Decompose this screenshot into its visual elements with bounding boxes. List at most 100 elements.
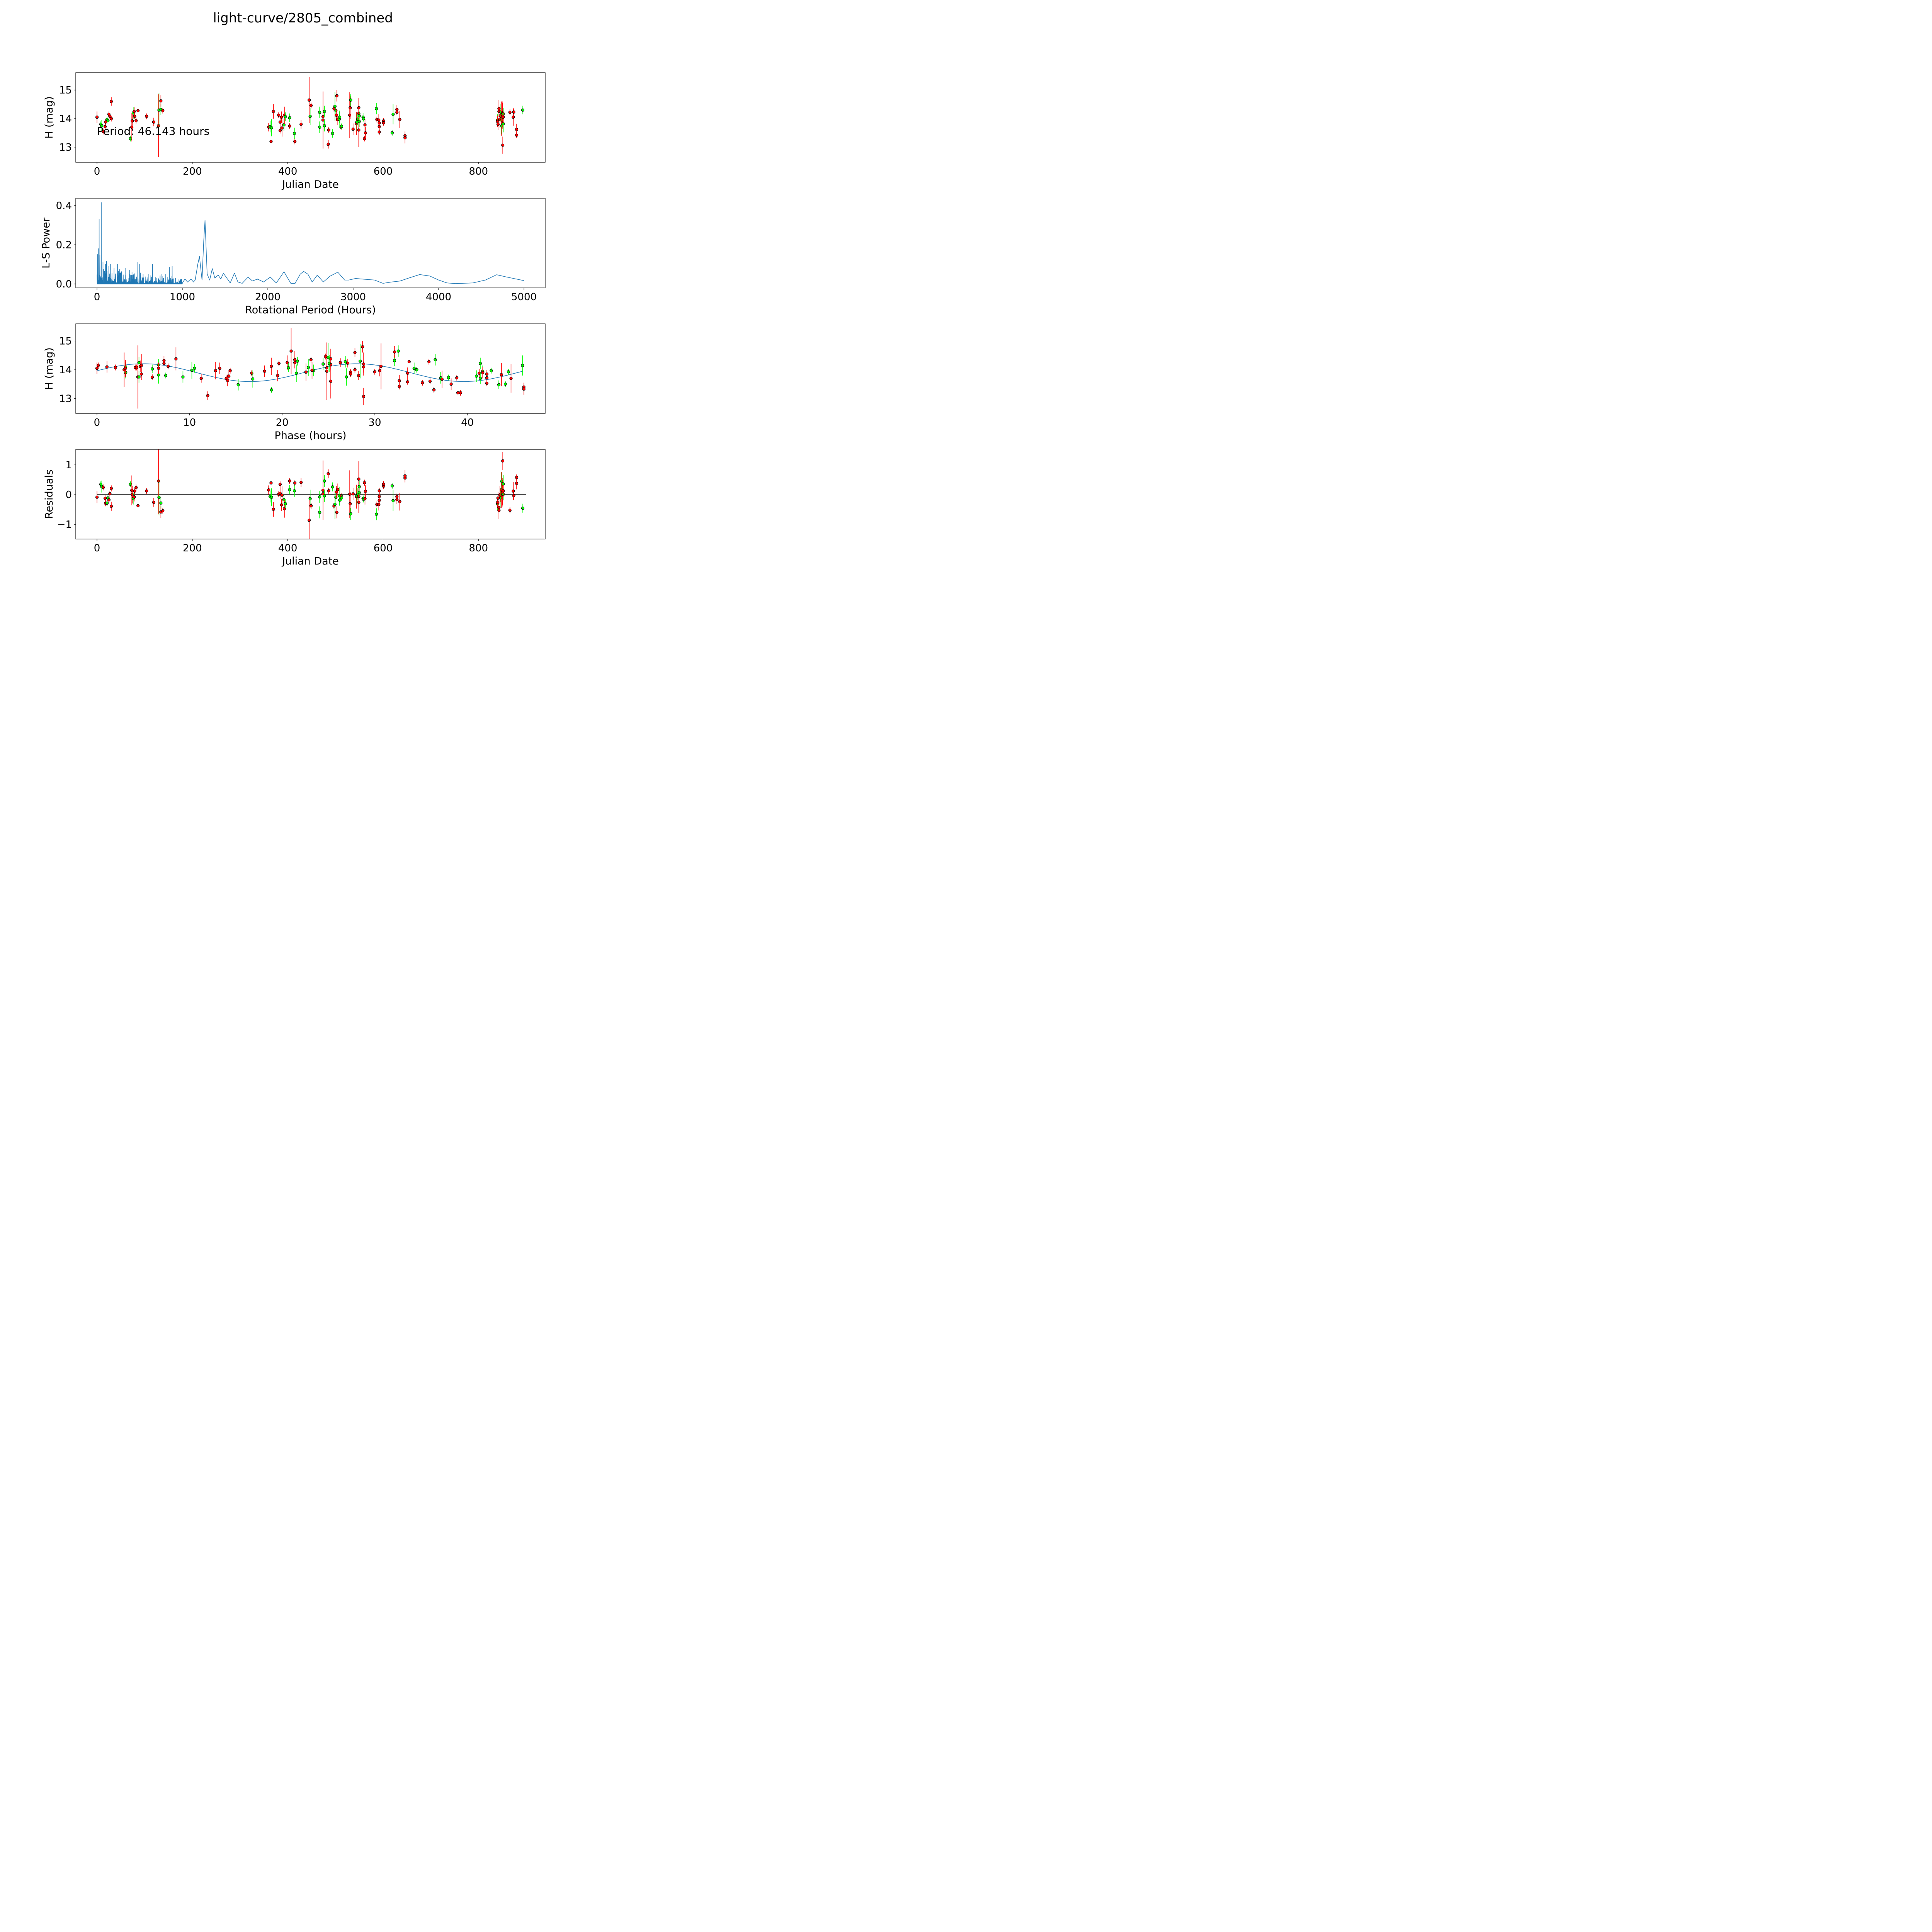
data-point xyxy=(270,387,273,393)
x-axis-label: Rotational Period (Hours) xyxy=(245,304,376,316)
data-marker xyxy=(378,130,381,134)
data-marker xyxy=(270,126,273,129)
data-point xyxy=(323,475,326,487)
data-marker xyxy=(478,371,481,375)
data-marker xyxy=(440,378,444,381)
data-point xyxy=(323,105,326,117)
data-marker xyxy=(293,489,296,493)
data-point xyxy=(351,488,355,500)
x-tick-label: 5000 xyxy=(511,291,537,303)
x-tick-label: 3000 xyxy=(340,291,366,303)
data-point xyxy=(521,503,525,513)
y-tick-label: 14 xyxy=(59,364,72,376)
data-marker xyxy=(310,504,313,508)
data-marker xyxy=(357,120,361,123)
data-marker xyxy=(133,114,136,118)
data-marker xyxy=(395,495,399,498)
data-marker xyxy=(512,110,515,114)
data-point xyxy=(398,111,401,128)
data-marker xyxy=(129,483,132,486)
data-marker xyxy=(318,111,321,114)
data-point xyxy=(521,105,525,114)
data-point xyxy=(459,390,462,396)
data-marker xyxy=(280,116,283,119)
data-point xyxy=(124,359,127,377)
data-marker xyxy=(114,366,117,369)
data-marker xyxy=(515,133,519,137)
x-axis-label: Julian Date xyxy=(281,179,339,190)
data-point xyxy=(101,484,105,491)
data-point xyxy=(502,111,505,123)
data-marker xyxy=(509,377,513,380)
data-point xyxy=(340,495,344,501)
data-point xyxy=(331,129,334,138)
data-marker xyxy=(288,488,291,492)
data-point xyxy=(294,364,298,382)
data-point xyxy=(321,91,325,149)
data-marker xyxy=(340,124,344,128)
data-point xyxy=(129,481,132,487)
data-marker xyxy=(139,364,143,367)
data-marker xyxy=(512,489,515,493)
data-marker xyxy=(136,109,140,112)
data-point xyxy=(288,113,291,122)
data-point xyxy=(327,488,330,494)
data-marker xyxy=(496,501,499,504)
data-point xyxy=(157,479,161,515)
data-point xyxy=(512,107,515,117)
data-marker xyxy=(288,116,291,119)
data-marker xyxy=(501,459,505,463)
data-marker xyxy=(338,361,342,364)
data-point xyxy=(105,361,109,373)
data-marker xyxy=(364,131,367,134)
data-point xyxy=(382,120,385,126)
data-marker xyxy=(349,106,352,109)
data-point xyxy=(406,379,409,385)
data-marker xyxy=(334,109,338,112)
y-tick-label: 0.0 xyxy=(56,279,72,290)
data-point xyxy=(100,120,104,132)
data-marker xyxy=(327,472,330,476)
y-tick-label: 15 xyxy=(59,336,72,347)
data-marker xyxy=(299,481,303,484)
data-point xyxy=(284,499,287,509)
period-annotation: Period: 46.143 hours xyxy=(97,125,209,138)
x-tick-label: 400 xyxy=(278,543,298,554)
figure-title: light-curve/2805_combined xyxy=(213,10,393,26)
data-marker xyxy=(105,501,109,505)
data-point xyxy=(434,354,437,366)
data-marker xyxy=(280,503,283,507)
data-marker xyxy=(403,474,407,478)
data-marker xyxy=(327,143,330,146)
data-marker xyxy=(228,369,232,372)
data-marker xyxy=(496,496,500,500)
data-point xyxy=(512,491,515,500)
data-marker xyxy=(508,509,512,512)
data-marker xyxy=(496,122,500,126)
data-marker xyxy=(357,495,361,498)
data-marker xyxy=(145,489,148,493)
data-point xyxy=(106,117,110,124)
data-point xyxy=(101,128,105,134)
data-marker xyxy=(277,113,281,117)
data-point xyxy=(340,123,344,129)
data-point xyxy=(336,483,340,496)
data-point xyxy=(398,493,401,511)
x-axis-label: Julian Date xyxy=(281,555,339,567)
x-tick-label: 4000 xyxy=(426,291,451,303)
data-marker xyxy=(306,366,310,369)
data-marker xyxy=(270,388,273,392)
x-tick-label: 2000 xyxy=(255,291,281,303)
data-point xyxy=(267,485,270,495)
data-point xyxy=(375,508,378,520)
data-point xyxy=(135,364,138,371)
y-tick-label: 1 xyxy=(65,459,72,471)
data-marker xyxy=(393,359,396,362)
data-point xyxy=(174,347,178,371)
data-marker xyxy=(349,372,352,376)
data-marker xyxy=(270,364,273,368)
data-point xyxy=(379,343,383,389)
data-point xyxy=(95,491,99,503)
data-marker xyxy=(324,355,327,358)
